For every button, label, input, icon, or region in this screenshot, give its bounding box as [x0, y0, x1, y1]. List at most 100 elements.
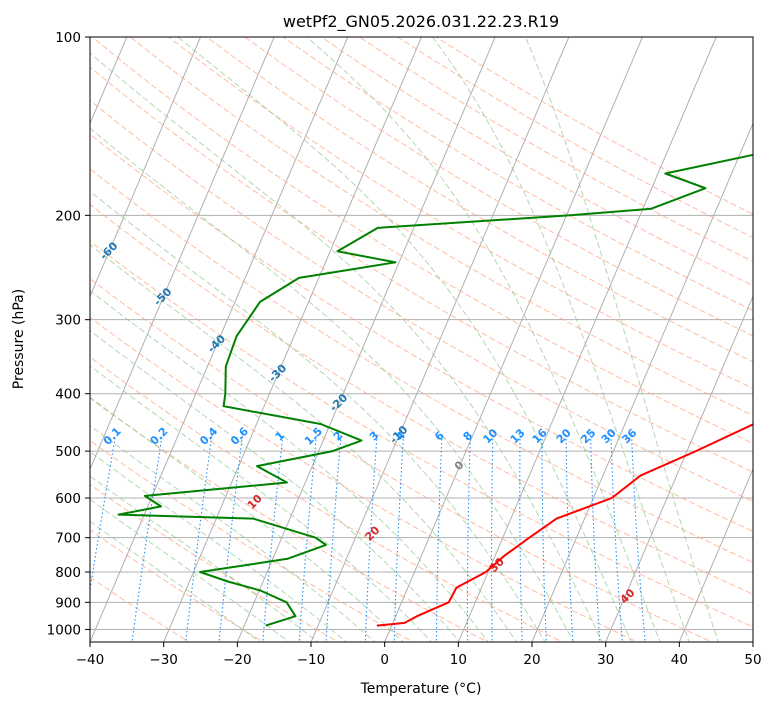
- isotherm-line: [90, 37, 201, 298]
- dry-adiabat-line: [167, 37, 753, 389]
- dry-adiabat-line: [205, 37, 753, 363]
- dry-adiabat-line: [90, 203, 753, 595]
- x-tick-label: −30: [149, 652, 178, 668]
- mixing-ratio-label: 6: [432, 429, 447, 444]
- x-tick-label: 0: [380, 652, 389, 668]
- zero-isotherm-label: 0: [452, 458, 467, 473]
- mixing-ratio-label: 1: [273, 429, 288, 444]
- isotherm-line: [236, 37, 496, 642]
- x-axis: −40 −30 −20 −10 0 10 20 30 40 50: [76, 642, 762, 668]
- isotherm-line: [163, 37, 422, 642]
- isotherm-line: [384, 37, 643, 642]
- mixing-ratio-line: [185, 435, 213, 642]
- moist-adiabat-line: [306, 37, 661, 642]
- mixing-ratio-line: [565, 435, 574, 642]
- mixing-ratio-label: 25: [578, 426, 598, 446]
- mixing-ratio-line: [262, 435, 284, 642]
- x-axis-label: Temperature (°C): [360, 681, 482, 697]
- mixing-ratio-line: [393, 435, 405, 642]
- isotherm-line: [90, 37, 275, 471]
- isotherm-line: [90, 37, 349, 642]
- mixing-ratio-line: [90, 435, 117, 594]
- moist-adiabat-line: [90, 424, 376, 642]
- x-tick-label: 50: [744, 652, 761, 668]
- mixing-ratio-line: [490, 435, 494, 642]
- x-tick-label: −40: [76, 652, 105, 668]
- background-lines: [90, 37, 753, 642]
- mixing-ratio-label: 0.2: [148, 425, 171, 448]
- mixing-ratio-line: [131, 435, 163, 642]
- dry-adiabat-line: [90, 529, 265, 642]
- isotherm-line: [605, 295, 753, 642]
- y-tick-label: 900: [55, 595, 81, 611]
- mixing-ratio-line: [631, 435, 646, 642]
- moist-adiabat-line: [90, 475, 319, 642]
- dry-adiabat-label: 20: [362, 523, 382, 543]
- x-tick-label: −20: [223, 652, 252, 668]
- isotherm-line: [457, 37, 717, 642]
- profile-series: [117, 153, 753, 627]
- mixing-ratio-line: [541, 435, 547, 642]
- moist-adiabat-line: [177, 37, 632, 642]
- mixing-ratio-line: [298, 435, 317, 642]
- moist-adiabat-line: [90, 451, 348, 642]
- y-axis: 100 200 300 400 500 600 700 800 900 1000: [47, 30, 90, 638]
- dry-adiabat-line: [90, 66, 753, 473]
- mixing-ratio-label: 10: [480, 426, 500, 446]
- moist-adiabat-line: [90, 127, 575, 642]
- dry-adiabat-line: [90, 356, 564, 642]
- mixing-ratio-label: 0.1: [101, 425, 124, 448]
- moist-adiabat-line: [90, 290, 489, 642]
- isotherm-label: -80: [0, 155, 9, 178]
- y-tick-label: 700: [55, 531, 81, 547]
- dry-adiabat-line: [90, 240, 753, 628]
- dry-adiabat-label: 10: [245, 492, 265, 512]
- dry-adiabat-line: [282, 37, 753, 312]
- isotherm-label: -60: [97, 239, 120, 262]
- x-tick-label: 10: [450, 652, 467, 668]
- isotherm-label: -20: [327, 391, 350, 414]
- y-tick-label: 200: [55, 208, 81, 224]
- dry-adiabat-line: [90, 483, 340, 642]
- mixing-ratio-line: [466, 435, 471, 642]
- isotherm-label: -40: [205, 332, 228, 355]
- y-tick-label: 500: [55, 444, 81, 460]
- mixing-ratio-line: [435, 435, 443, 642]
- plot-frame: [89, 36, 754, 643]
- dewpoint-line: [117, 153, 753, 627]
- dry-adiabat-line: [320, 37, 753, 287]
- moist-adiabat-line: [90, 498, 290, 642]
- mixing-ratio-line: [218, 435, 244, 642]
- moist-adiabat-line: [90, 520, 262, 642]
- chart-title: wetPf2_GN05.2026.031.22.23.R19: [283, 12, 559, 32]
- y-tick-label: 1000: [47, 622, 81, 638]
- dry-adiabat-line: [90, 99, 753, 502]
- mixing-ratio-label: 13: [508, 426, 528, 446]
- y-tick-label: 400: [55, 387, 81, 403]
- isotherm-line: [752, 640, 753, 642]
- moist-adiabat-line: [90, 190, 546, 642]
- dry-adiabat-line: [129, 37, 753, 417]
- mixing-ratio-label: 16: [530, 426, 550, 446]
- mixing-ratio-line: [590, 435, 601, 642]
- isotherm-line: [678, 467, 753, 642]
- y-tick-label: 300: [55, 313, 81, 329]
- dry-adiabat-line: [90, 316, 639, 642]
- moist-adiabat-line: [90, 52, 603, 642]
- temperature-line: [376, 423, 753, 627]
- dry-adiabat-line: [434, 37, 753, 215]
- x-tick-label: 30: [597, 652, 614, 668]
- dry-adiabat-line: [91, 37, 753, 445]
- isotherm-line: [531, 122, 753, 642]
- dry-adiabat-label: 40: [618, 586, 638, 606]
- moist-adiabat-line: [90, 329, 461, 642]
- x-tick-label: 20: [523, 652, 540, 668]
- dry-adiabat-line: [90, 168, 753, 563]
- x-tick-label: 40: [671, 652, 688, 668]
- mixing-ratio-line: [325, 435, 342, 642]
- mixing-ratio-label: 20: [554, 426, 574, 446]
- moist-adiabat-line: [525, 37, 719, 642]
- mixing-ratio-label: 3: [367, 429, 382, 444]
- y-tick-label: 600: [55, 491, 81, 507]
